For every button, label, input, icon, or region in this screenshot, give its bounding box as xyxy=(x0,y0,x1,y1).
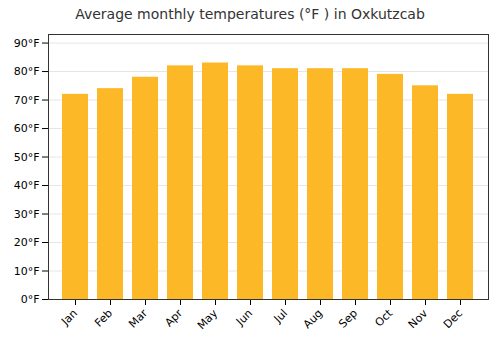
svg-text:90°F: 90°F xyxy=(14,37,40,50)
svg-text:0°F: 0°F xyxy=(21,293,40,306)
svg-text:Apr: Apr xyxy=(162,306,185,329)
svg-text:Jun: Jun xyxy=(233,307,255,329)
svg-text:Feb: Feb xyxy=(92,307,115,330)
svg-text:50°F: 50°F xyxy=(14,151,40,164)
svg-text:20°F: 20°F xyxy=(14,236,40,249)
svg-text:May: May xyxy=(195,306,221,332)
svg-text:Nov: Nov xyxy=(406,306,431,331)
svg-text:Oct: Oct xyxy=(372,306,395,329)
svg-text:40°F: 40°F xyxy=(14,179,40,192)
svg-text:Sep: Sep xyxy=(336,307,360,331)
svg-text:80°F: 80°F xyxy=(14,65,40,78)
svg-text:30°F: 30°F xyxy=(14,208,40,221)
svg-text:70°F: 70°F xyxy=(14,94,40,107)
svg-text:Jan: Jan xyxy=(58,307,80,329)
html-text:Average monthly temperatures (: Average monthly temperatures (°F ) in Ox… xyxy=(75,6,425,22)
svg-text:Jul: Jul xyxy=(271,307,290,326)
svg-text:Aug: Aug xyxy=(301,307,325,331)
svg-text:60°F: 60°F xyxy=(14,122,40,135)
svg-text:10°F: 10°F xyxy=(14,265,40,278)
svg-text:Dec: Dec xyxy=(441,307,465,331)
svg-text:Mar: Mar xyxy=(126,306,150,330)
